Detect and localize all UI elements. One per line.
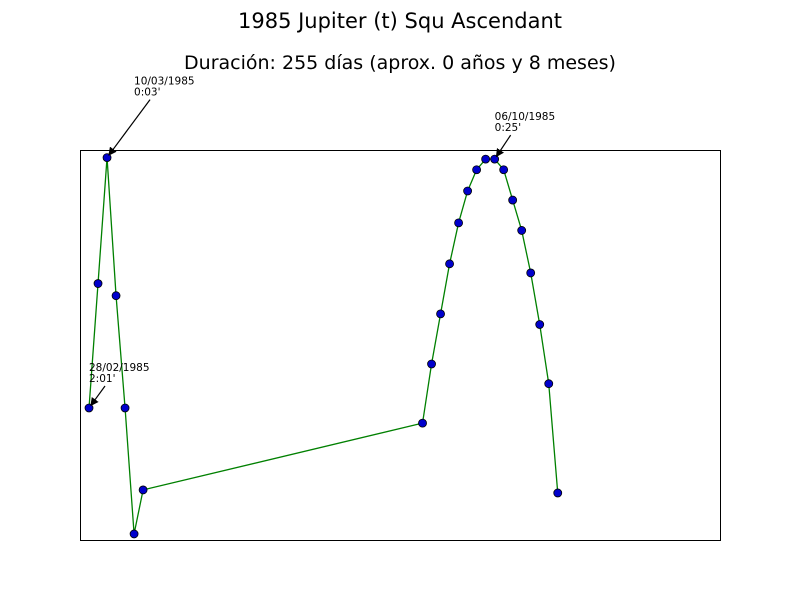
annotation-arrow (90, 385, 106, 407)
data-point (138, 485, 148, 495)
data-point (544, 379, 554, 389)
annotation-value: 2:01' (89, 373, 115, 385)
annotation-arrow (108, 99, 151, 156)
data-point (454, 218, 463, 228)
data-point (84, 403, 94, 413)
data-point (553, 488, 563, 498)
annotation-arrow (495, 134, 512, 158)
data-point (418, 418, 427, 428)
annotation-date: 06/10/1985 (495, 111, 556, 123)
data-point (508, 195, 518, 205)
annotation-value: 0:25' (495, 122, 521, 134)
data-point (481, 154, 491, 164)
data-point (111, 291, 121, 301)
data-point (445, 259, 454, 269)
chart-subtitle: Duración: 255 días (aprox. 0 años y 8 me… (184, 52, 616, 74)
series-line (88, 157, 559, 535)
annotation-value: 0:03' (134, 87, 160, 99)
data-point (535, 320, 545, 329)
annotation-date: 10/03/1985 (134, 76, 195, 88)
data-point (427, 359, 436, 369)
series-layer (88, 157, 559, 535)
data-point (490, 154, 500, 164)
data-point (526, 268, 536, 278)
data-point (93, 279, 103, 288)
marker-layer (84, 153, 563, 539)
annotation-date: 28/02/1985 (89, 362, 150, 374)
data-point (129, 529, 139, 539)
chart-title: 1985 Jupiter (t) Squ Ascendant (238, 9, 562, 33)
data-point (499, 165, 509, 175)
data-point (436, 309, 445, 319)
data-point (463, 186, 473, 196)
plot-area (80, 150, 721, 541)
data-point (517, 226, 527, 235)
data-point (472, 165, 482, 175)
data-point (120, 403, 130, 413)
